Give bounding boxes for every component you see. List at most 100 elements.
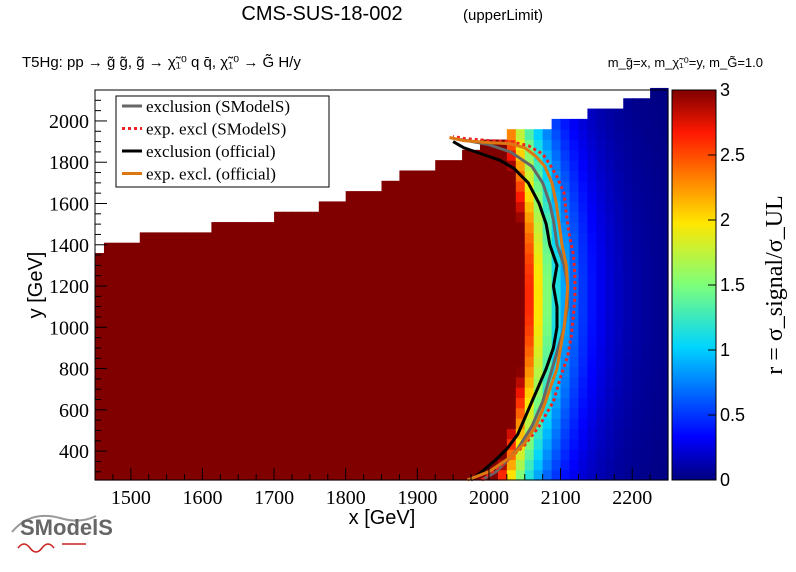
heatmap-cell (247, 314, 257, 326)
heatmap-cell (623, 428, 633, 440)
heatmap-cell (399, 376, 409, 388)
series-line (452, 134, 577, 482)
heatmap-cell (632, 428, 642, 440)
heatmap-cell (533, 263, 544, 275)
heatmap-cell (372, 263, 383, 275)
heatmap-cell (462, 325, 472, 337)
heatmap-cell (157, 356, 168, 368)
heatmap-cell (444, 407, 454, 419)
heatmap-cell (453, 428, 463, 440)
heatmap-cell (587, 108, 597, 120)
heatmap-cell (524, 387, 535, 399)
heatmap-cell (471, 314, 481, 326)
heatmap-cell (345, 273, 356, 285)
heatmap-cell (587, 283, 597, 295)
heatmap-cell (166, 294, 177, 306)
heatmap-cell (390, 283, 401, 295)
heatmap-cell (291, 232, 302, 244)
heatmap-cell (408, 387, 418, 399)
heatmap-cell (345, 387, 356, 399)
heatmap-cell (497, 407, 508, 419)
heatmap-cell (300, 387, 311, 399)
heatmap-cell (193, 253, 204, 264)
colorbar-label: r = σ_signal/σ_UL (762, 195, 788, 374)
heatmap-cell (453, 242, 463, 254)
heatmap-cell (632, 160, 642, 172)
heatmap-cell (103, 366, 114, 378)
heatmap-cell (551, 273, 562, 285)
heatmap-cell (426, 232, 436, 244)
heatmap-cell (327, 469, 338, 481)
heatmap-cell (95, 345, 105, 357)
heatmap-cell (453, 459, 463, 471)
heatmap-cell (211, 449, 221, 460)
heatmap-cell (471, 201, 481, 213)
heatmap-cell (578, 397, 589, 409)
heatmap-cell (363, 263, 374, 275)
heatmap-cell (426, 273, 436, 285)
heatmap-cell (435, 273, 445, 285)
heatmap-cell (417, 304, 427, 316)
heatmap-cell (408, 335, 418, 347)
heatmap-cell (238, 376, 248, 388)
heatmap-cell (587, 201, 597, 213)
colorbar-tick-label: 2 (720, 210, 730, 230)
heatmap-cell (569, 356, 580, 368)
heatmap-cell (578, 304, 589, 316)
heatmap-cell (578, 242, 589, 254)
legend-entry-label: exclusion (SModelS) (146, 97, 290, 116)
heatmap-cell (309, 469, 320, 481)
heatmap-cell (650, 263, 660, 275)
heatmap-cell (471, 263, 481, 275)
heatmap-cell (569, 211, 580, 223)
heatmap-cell (381, 356, 392, 368)
heatmap-cell (184, 253, 195, 264)
heatmap-cell (596, 232, 606, 244)
heatmap-cell (453, 366, 463, 378)
heatmap-cell (623, 108, 633, 120)
heatmap-cell (614, 108, 624, 120)
heatmap-cell (479, 294, 490, 306)
heatmap-cell (533, 129, 544, 141)
heatmap-cell (95, 366, 105, 378)
heatmap-cell (345, 418, 356, 430)
heatmap-cell (300, 366, 311, 378)
heatmap-cell (291, 449, 302, 460)
heatmap-cell (220, 253, 230, 264)
heatmap-cell (148, 345, 159, 357)
heatmap-cell (390, 335, 401, 347)
heatmap-cell (247, 304, 257, 316)
heatmap-cell (148, 397, 159, 409)
x-tick-label: 2100 (541, 487, 581, 509)
heatmap-cell (130, 273, 141, 285)
x-tick-label: 1600 (182, 487, 222, 509)
heatmap-cell (587, 263, 597, 275)
heatmap-cell (641, 387, 651, 399)
heatmap-cell (327, 459, 338, 471)
heatmap-cell (103, 283, 114, 295)
heatmap-cell (471, 418, 481, 430)
heatmap-cell (211, 428, 221, 440)
heatmap-cell (354, 273, 365, 285)
logo-swoosh-icon (11, 514, 97, 533)
heatmap-cell (632, 211, 642, 223)
heatmap-cell (605, 294, 615, 306)
heatmap-cell (139, 314, 150, 326)
heatmap-cell (506, 397, 517, 409)
heatmap-cell (300, 222, 311, 233)
heatmap-cell (650, 459, 660, 471)
heatmap-cell (596, 263, 606, 275)
heatmap-cell (95, 325, 105, 337)
heatmap-cell (605, 345, 615, 357)
heatmap-cell (247, 283, 257, 295)
heatmap-cell (506, 170, 517, 182)
heatmap-cell (318, 407, 329, 419)
heatmap-cell (435, 294, 445, 306)
heatmap-cell (363, 232, 374, 244)
heatmap-cell (408, 376, 418, 388)
heatmap-cell (515, 222, 526, 233)
heatmap-cell (587, 232, 597, 244)
heatmap-cell (560, 129, 571, 141)
heatmap-cell (220, 428, 230, 440)
heatmap-cell (390, 366, 401, 378)
